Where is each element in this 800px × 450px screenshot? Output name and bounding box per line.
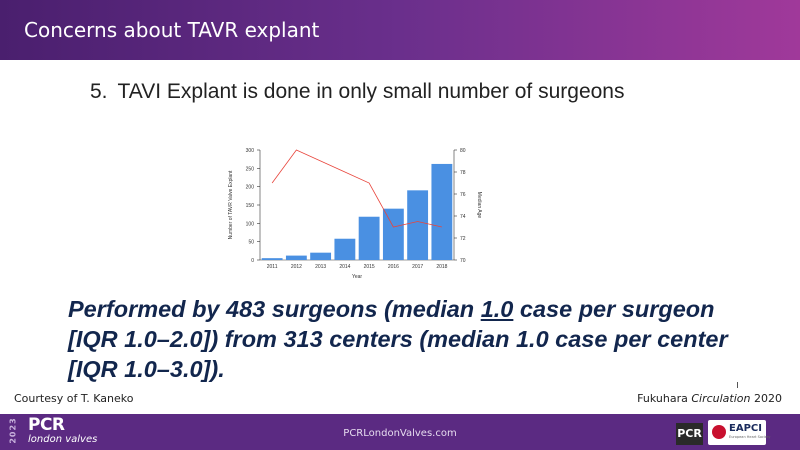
x-tick-label: 2013 [315, 264, 326, 270]
y2-tick-label: 72 [460, 236, 466, 242]
x-tick-label: 2016 [388, 264, 399, 270]
y2-axis-label: Median Age [476, 192, 482, 219]
eapci-subtext: European Heart Society [729, 435, 771, 439]
eapci-badge-logo: EAPCI European Heart Society [708, 420, 771, 445]
y-tick-label: 150 [246, 203, 255, 209]
bar [285, 255, 307, 260]
x-axis-label: Year [352, 274, 362, 280]
y2-tick-label: 80 [460, 148, 466, 154]
subtitle-number: 5. [90, 80, 108, 103]
bar [310, 252, 332, 260]
bar [358, 216, 380, 260]
body-text-underlined: 1.0 [480, 296, 514, 322]
x-tick-label: 2017 [412, 264, 423, 270]
pcr-london-valves-logo: PCR london valves [28, 416, 97, 445]
body-statement: Performed by 483 surgeons (median 1.0 ca… [68, 294, 728, 384]
pcr-badge-logo: PCR [676, 423, 703, 445]
y-axis-label: Number of TAVR Valve Explant [228, 170, 234, 239]
small-tick-mark [737, 382, 738, 388]
y2-tick-label: 70 [460, 258, 466, 264]
citation-author: Fukuhara [637, 392, 692, 405]
chart-svg: 0 50 100 150 200 250 300 70 72 74 76 78 80 2011 2012 20… [228, 148, 482, 280]
x-tick-label: 2014 [339, 264, 350, 270]
citation-journal: Circulation [691, 392, 751, 405]
x-tick-label: 2011 [267, 264, 278, 270]
median-age-line [271, 149, 442, 228]
body-text-part2: case per surgeon [IQR 1.0–2.0]) from 313… [68, 296, 728, 382]
bar [382, 208, 404, 260]
heart-icon [712, 425, 726, 439]
x-tick-label: 2012 [291, 264, 302, 270]
header-bar: Concerns about TAVR explant [0, 0, 800, 60]
bar [261, 258, 283, 260]
citation: Fukuhara Circulation 2020 [637, 392, 782, 405]
y2-tick-label: 76 [460, 192, 466, 198]
bar [407, 190, 429, 260]
logo-pcr-text: PCR [28, 415, 65, 435]
x-tick-label: 2018 [436, 264, 447, 270]
y-tick-label: 300 [246, 148, 255, 154]
y-tick-label: 100 [246, 221, 255, 227]
y-tick-label: 50 [248, 240, 254, 246]
body-text-part1: Performed by 483 surgeons (median [68, 296, 481, 322]
eapci-text: EAPCI [729, 423, 762, 434]
y-tick-label: 0 [251, 258, 254, 264]
bar [334, 238, 356, 260]
x-tick-label: 2015 [364, 264, 375, 270]
explant-chart: 0 50 100 150 200 250 300 70 72 74 76 78 80 2011 2012 20… [222, 140, 490, 288]
y2-tick-label: 74 [460, 214, 466, 220]
slide-subtitle: 5. TAVI Explant is done in only small num… [90, 80, 625, 104]
y-tick-label: 200 [246, 185, 255, 191]
subtitle-text: TAVI Explant is done in only small numbe… [117, 80, 625, 103]
citation-year: 2020 [750, 392, 782, 405]
footer-bar: 2023 PCR london valves PCRLondonValves.c… [0, 414, 800, 450]
y-tick-label: 250 [246, 166, 255, 172]
logo-sub-text: london valves [28, 434, 98, 445]
slide-title: Concerns about TAVR explant [24, 18, 320, 42]
footer-url-link[interactable]: PCRLondonValves.com [343, 428, 457, 439]
courtesy-note: Courtesy of T. Kaneko [14, 392, 134, 405]
y2-tick-label: 78 [460, 170, 466, 176]
bar [431, 163, 453, 260]
